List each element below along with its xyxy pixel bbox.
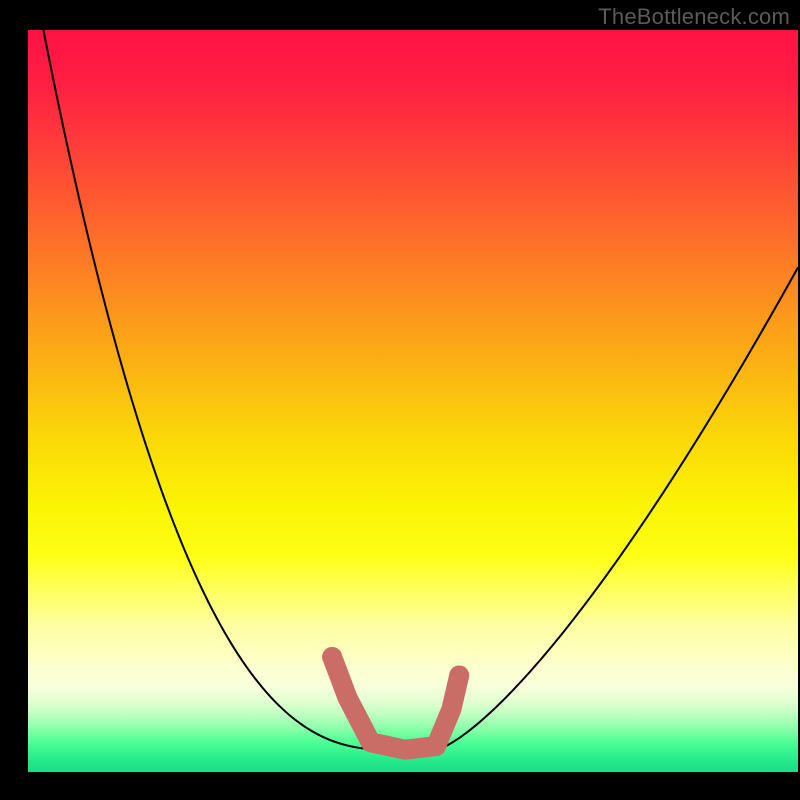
bottleneck-chart [0, 0, 800, 800]
plot-background [28, 30, 798, 772]
stage: TheBottleneck.com [0, 0, 800, 800]
watermark-label: TheBottleneck.com [598, 4, 790, 30]
valley-dot [449, 666, 469, 686]
valley-dot [322, 647, 342, 667]
